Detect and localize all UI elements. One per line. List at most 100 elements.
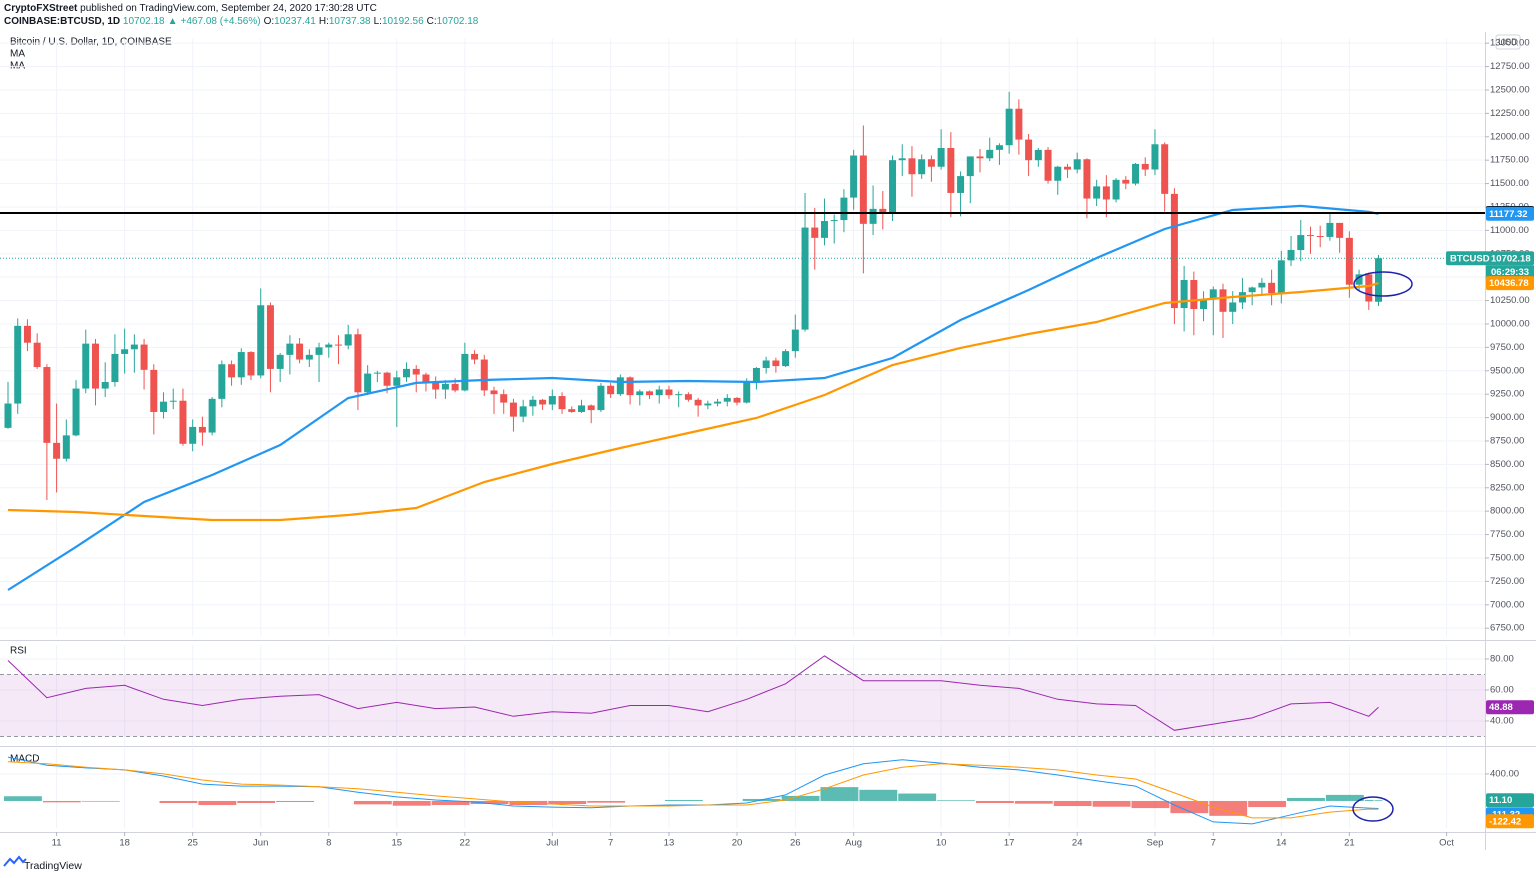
candle-body [986,149,994,159]
candle-body [1190,279,1198,310]
candle-body [1180,279,1188,309]
candle-body [383,372,391,386]
candle-body [4,403,12,428]
y-tick-label: 9500.00 [1490,365,1524,376]
y-tick-label: 8750.00 [1490,435,1524,446]
candle-body [1316,235,1324,237]
candle-body [315,347,323,355]
candle-body [1093,186,1101,199]
candle-body [947,148,955,193]
candle-body [820,221,828,238]
candle-body [976,156,984,159]
rsi-line [7,655,1379,731]
price-badge [1446,251,1534,266]
y-tick-label: 80.00 [1490,653,1514,664]
candle-body [1345,237,1353,285]
histogram-bar [353,800,392,805]
candle-body [1326,222,1334,237]
candle-body [539,399,547,405]
histogram-bar [1092,800,1131,807]
currency-label[interactable]: USD [1498,37,1518,48]
candle-body [675,394,683,396]
x-tick-label: Oct [1439,838,1454,849]
price-badge [1486,206,1534,221]
y-tick-label: 11500.00 [1490,178,1529,189]
candle-body [607,385,615,395]
ohlc-value: 10192.56 [381,16,424,27]
candle-body [1122,179,1130,184]
price-badge-label: 48.88 [1489,702,1513,713]
histogram-bar [859,789,898,801]
candle-body [1073,159,1081,170]
currency-button[interactable] [1495,34,1521,50]
x-tick-label: 11 [52,838,62,849]
candle-body [432,382,440,390]
x-tick-label: 18 [119,838,130,849]
candle-body [577,405,585,412]
candle-body [918,159,926,175]
x-tick-label: 13 [664,838,675,849]
candle-body [509,402,517,417]
candle-body [1044,149,1052,181]
histogram-bar [937,800,975,801]
ohlc-label: H: [318,16,329,27]
y-tick-label: 12000.00 [1490,131,1530,142]
candle-body [1268,282,1276,294]
y-tick-label: 7500.00 [1490,552,1524,563]
candle-body [393,377,401,386]
candle-body [490,390,498,395]
candle-body [1306,235,1314,237]
x-tick-label: 7 [1211,838,1216,849]
histogram-bar [237,800,276,803]
candle-body [791,329,799,352]
candle-body [733,397,741,403]
candle-body [1287,250,1295,261]
y-tick-label: 10000.00 [1490,318,1530,329]
candle-body [14,325,22,404]
candle-body [801,227,809,330]
highlight-ellipse [1353,271,1413,297]
y-tick-label: 11000.00 [1490,225,1529,236]
ohlc-label: C: [426,16,437,27]
x-tick-label: 24 [1072,838,1083,849]
y-tick-label: 13000.00 [1490,38,1530,49]
y-tick-label: 7250.00 [1490,576,1524,587]
candle-body [257,305,265,376]
candle-body [72,388,80,436]
author: CryptoFXStreet [4,3,78,14]
x-tick-label: 15 [392,838,403,849]
candle-body [43,367,51,443]
moving-average [7,282,1379,522]
candle-body [587,405,595,411]
y-tick-label: 7000.00 [1490,599,1524,610]
candle-body [500,394,508,403]
candle-body [752,367,760,382]
candle-body [461,353,469,391]
histogram-bar [587,800,626,803]
y-tick-label: 6750.00 [1490,623,1524,634]
y-tick-label: 12250.00 [1490,108,1530,119]
price-badge [1486,276,1534,291]
candle-body [1151,144,1159,170]
histogram-bar [159,800,198,803]
candle-body [937,148,945,167]
candle-body [1375,258,1383,302]
candle-body [140,344,148,370]
candle-body [1209,289,1217,300]
histogram-bar [1374,800,1383,801]
candle-body [879,208,887,213]
candle-body [898,158,906,161]
ohlc-value: 10237.41 [274,16,316,27]
candle-body [276,354,284,369]
candle-body [995,145,1003,150]
y-tick-label: 7750.00 [1490,529,1524,540]
candle-body [762,360,770,368]
arrow: ▲ [167,16,178,27]
price-badge-label: 11177.32 [1489,209,1528,220]
candle-body [1258,282,1266,288]
candle-body [179,400,187,444]
x-tick-label: 26 [790,838,801,849]
candle-body [655,389,663,396]
symbol: COINBASE:BTCUSD, 1D [4,16,121,27]
